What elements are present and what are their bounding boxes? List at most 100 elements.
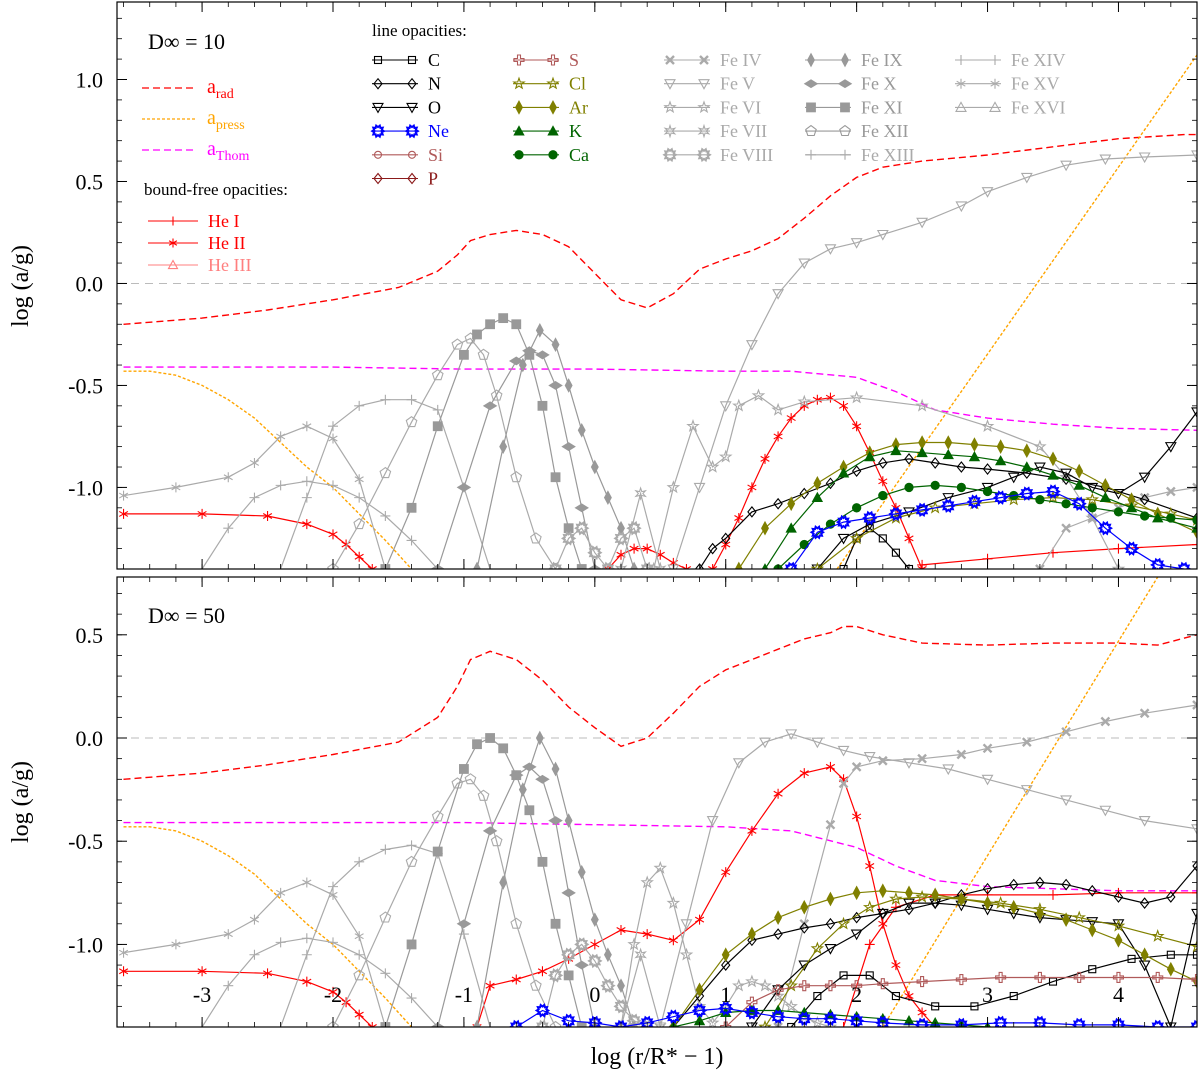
data-point-fe-xi: [511, 319, 522, 330]
data-point-fe-vi: [810, 1015, 825, 1027]
data-point-ca: [1113, 507, 1124, 517]
data-point-fe-iv: [1139, 708, 1150, 719]
data-point-o: [1033, 462, 1046, 474]
series-fe-v: [654, 729, 1197, 1027]
series-fe-vii: [614, 486, 667, 569]
data-point-fe-vi: [686, 419, 700, 433]
data-point-fe-viii: [600, 978, 616, 994]
data-point-fe-xii: [353, 969, 366, 981]
data-point-fe-viii: [626, 520, 642, 536]
data-point-ar: [747, 926, 756, 942]
data-point-fe-xv: [223, 929, 233, 940]
legend-marker: [547, 54, 559, 66]
series-line-fe-vii: [620, 952, 661, 1027]
data-point-fe-vi: [758, 978, 772, 992]
data-point-he-ii: [367, 1022, 377, 1027]
legend-label: He II: [208, 233, 245, 253]
legend-marker: [806, 149, 816, 160]
data-point-ne: [691, 1003, 708, 1018]
data-point-ar: [813, 475, 822, 491]
data-point-cl: [1072, 910, 1086, 924]
data-point-fe-x: [535, 350, 550, 360]
data-point-he-ii: [786, 413, 796, 424]
data-point-he-i: [1048, 889, 1058, 900]
data-point-ne: [613, 1019, 629, 1027]
legend-label: Cl: [569, 74, 586, 94]
data-point-fe-xiv: [249, 949, 260, 960]
x-tick-label: 4: [1113, 982, 1124, 1007]
data-point-fe-xii: [379, 466, 392, 479]
data-point-fe-v: [981, 774, 994, 786]
data-point-fe-xii: [549, 1020, 562, 1027]
data-point-he-ii: [197, 966, 207, 977]
data-point-n: [825, 477, 836, 490]
data-point-fe-xiii: [406, 394, 417, 405]
data-point-cl: [1111, 918, 1126, 932]
series-fe-xi: [380, 733, 587, 1027]
data-point-fe-vi: [640, 875, 654, 889]
data-point-s: [1073, 971, 1085, 984]
data-point-fe-v: [942, 764, 955, 776]
data-point-fe-xi: [563, 523, 574, 534]
legend-label: apress: [207, 107, 245, 133]
legend-marker: [840, 149, 850, 160]
legend-marker: [956, 78, 966, 89]
data-point-ne: [953, 1017, 969, 1027]
legend-label: Fe XI: [861, 97, 903, 117]
data-point-fe-ix: [535, 730, 544, 746]
data-point-cl: [1033, 902, 1047, 916]
data-point-o: [942, 493, 955, 504]
data-point-fe-ix: [617, 978, 625, 994]
data-point-fe-iv: [1061, 726, 1071, 737]
series-cl: [758, 889, 1197, 1027]
series-o: [745, 898, 1197, 1027]
data-point-ar: [1114, 932, 1123, 948]
data-point-ar: [1009, 899, 1018, 915]
series-line-cl: [764, 896, 1197, 1027]
legend-marker: [373, 150, 383, 159]
data-point-fe-xii: [530, 979, 542, 991]
data-point-fe-x: [535, 774, 550, 784]
data-point-fe-ix: [535, 323, 544, 338]
data-point-fe-vi: [705, 1015, 720, 1027]
data-point-ne: [940, 498, 956, 513]
legend-marker: [805, 124, 817, 137]
data-point-fe-x: [561, 442, 576, 452]
series-line-cl: [817, 496, 1197, 569]
legend-marker: [663, 100, 677, 114]
data-point-fe-vi: [732, 978, 746, 992]
legend-marker: [696, 147, 712, 163]
data-point-fe-viii: [600, 561, 616, 569]
data-point-ne: [508, 1019, 524, 1027]
legend-label: P: [428, 169, 438, 189]
data-point-o: [837, 533, 850, 545]
data-point-he-ii: [865, 860, 875, 871]
legend-marker: [407, 172, 417, 185]
data-point-k: [837, 467, 850, 478]
data-point-ar: [774, 910, 783, 925]
y-tick-label: -0.5: [68, 373, 103, 398]
data-point-ne: [809, 524, 825, 540]
data-point-o: [876, 908, 889, 920]
data-point-fe-v: [1138, 816, 1151, 827]
legend-marker: [807, 52, 815, 68]
data-point-he-ii: [838, 400, 849, 411]
panel-label-top: D∞ = 10: [148, 29, 225, 54]
y-axis-label-bottom: log (a/g): [8, 761, 34, 843]
data-point-he-ii: [721, 867, 731, 878]
data-point-fe-xi: [498, 313, 509, 324]
data-point-fe-vi: [784, 999, 798, 1013]
series-c: [839, 524, 914, 569]
series-line-fe-viii: [541, 943, 648, 1027]
data-point-fe-xiii: [328, 421, 338, 432]
data-point-fe-ix: [630, 561, 639, 569]
y-tick-label: 0.0: [76, 271, 104, 296]
data-point-fe-iv: [1192, 482, 1197, 493]
data-point-o: [824, 944, 837, 955]
data-point-fe-viii: [574, 520, 590, 536]
series-line-o: [751, 902, 1197, 1027]
data-point-fe-ix: [564, 378, 573, 393]
data-point-fe-vi: [751, 388, 766, 402]
data-point-ne: [665, 1009, 681, 1024]
